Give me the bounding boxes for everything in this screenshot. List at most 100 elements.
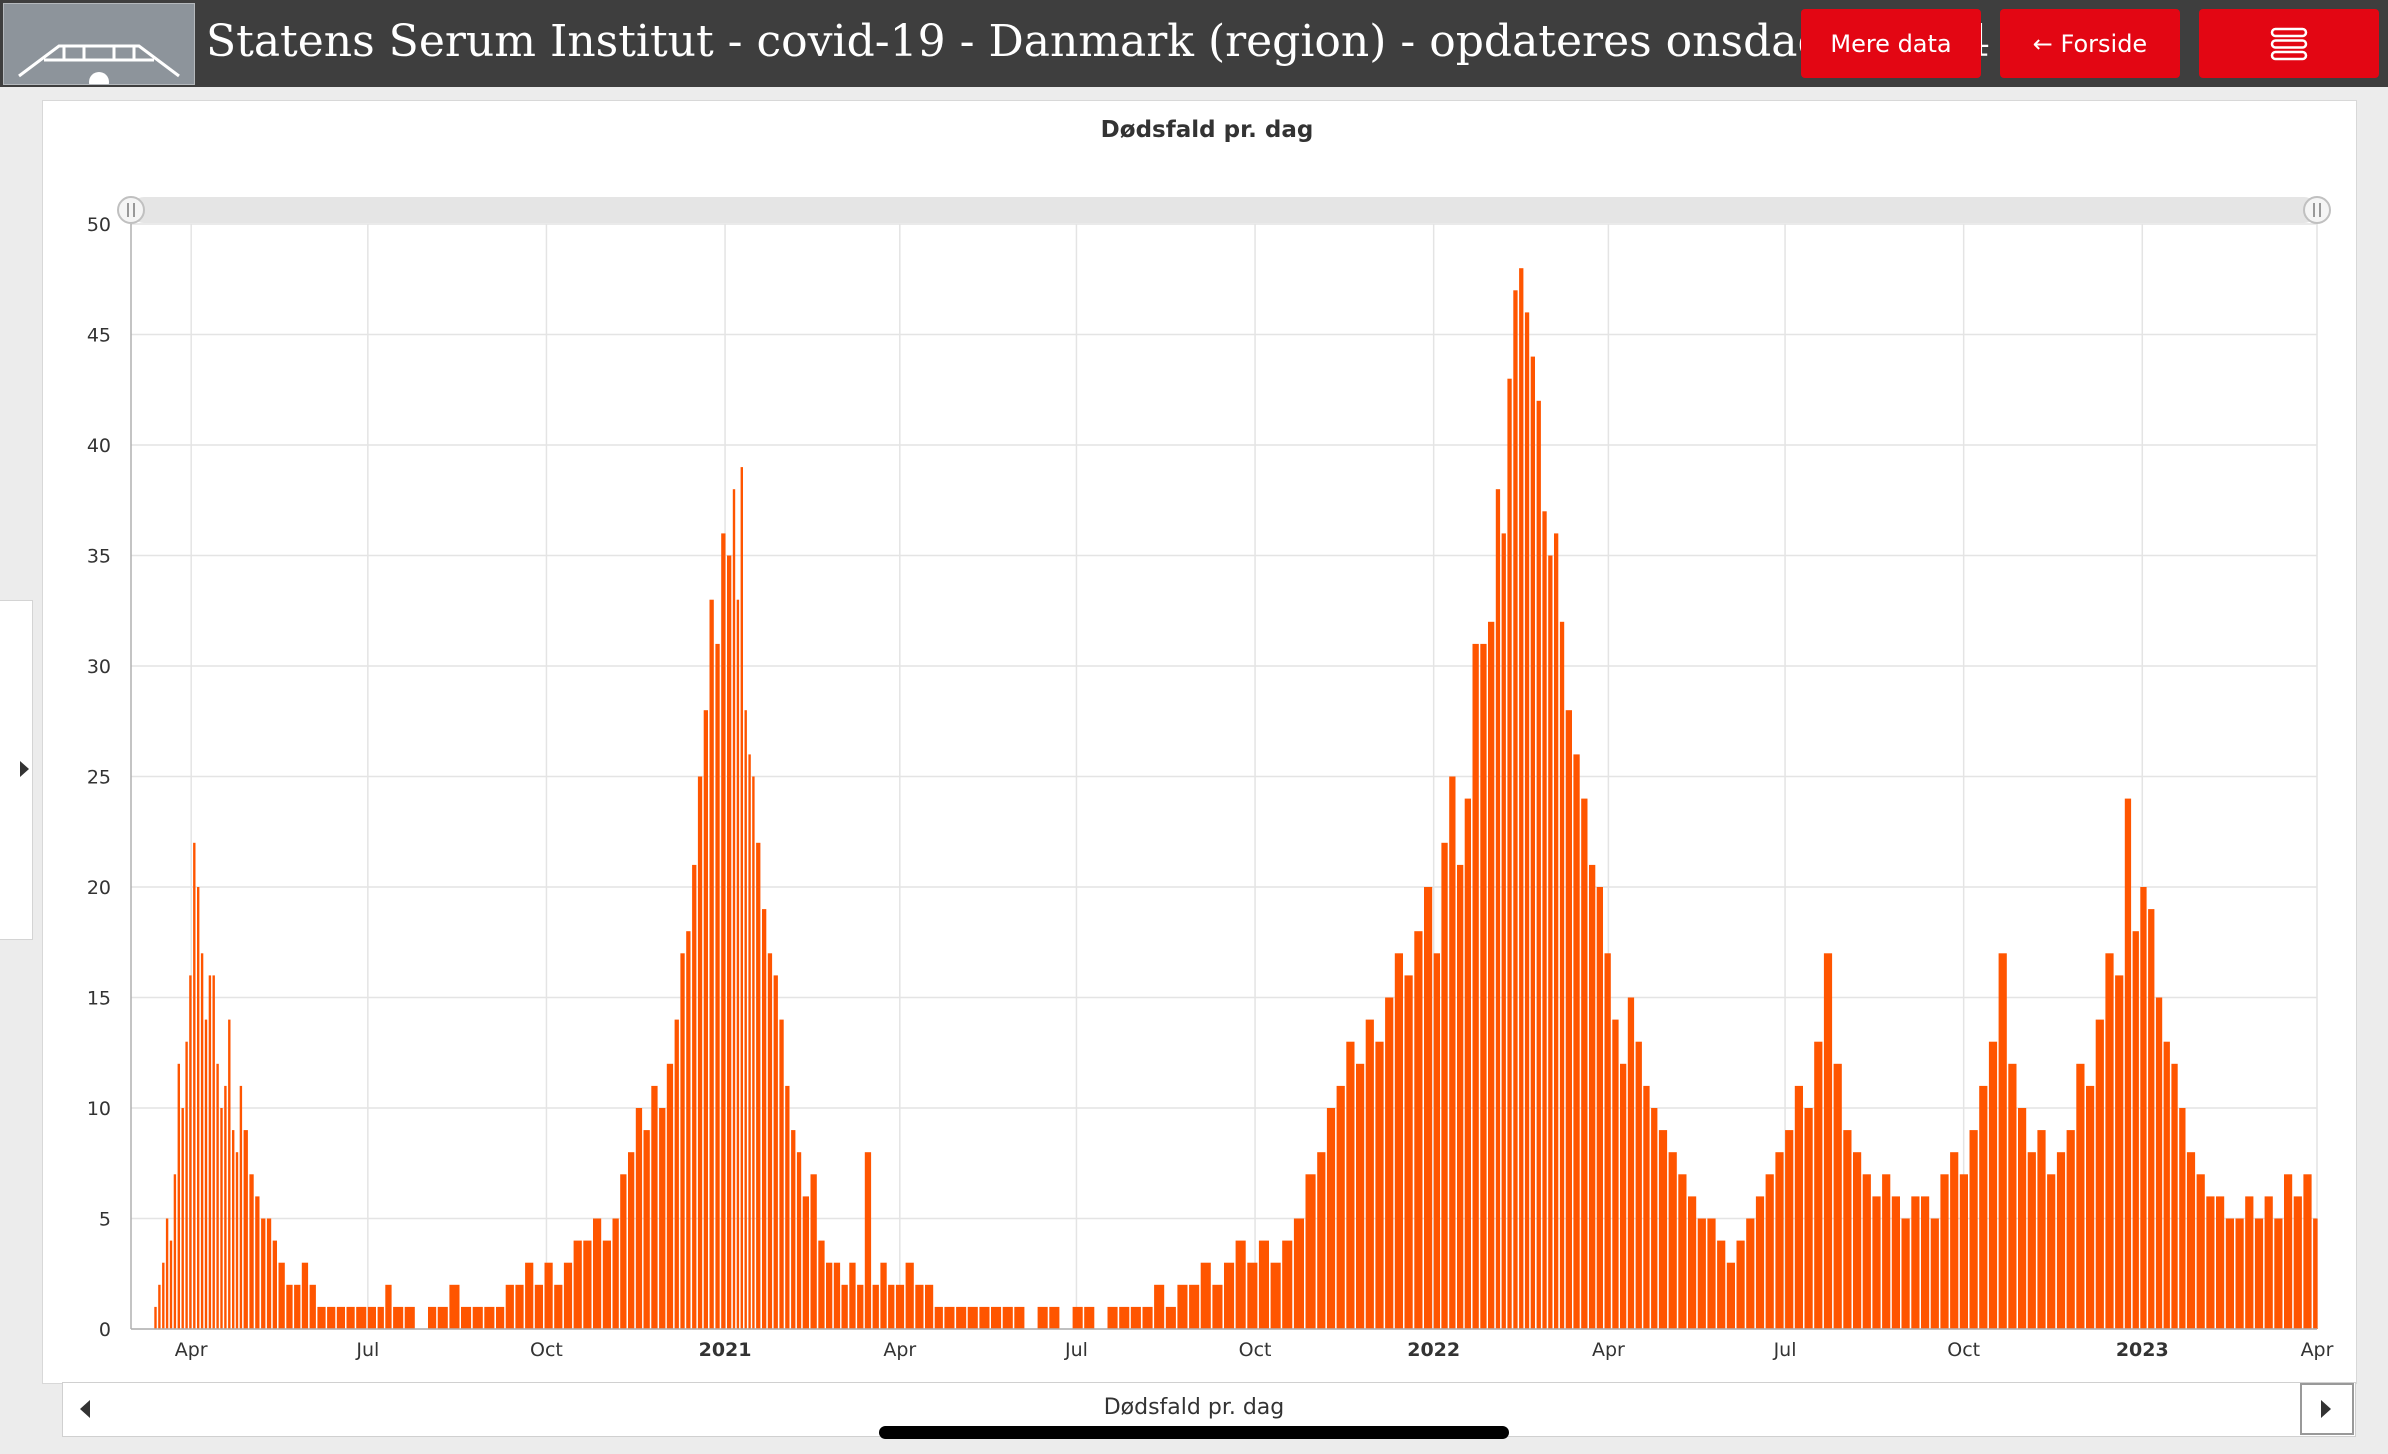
menu-button[interactable] xyxy=(2199,9,2379,78)
bar[interactable] xyxy=(1814,1041,1823,1329)
bar[interactable] xyxy=(583,1240,592,1329)
bar[interactable] xyxy=(1688,1196,1697,1329)
bar[interactable] xyxy=(1643,1085,1650,1329)
bar[interactable] xyxy=(2284,1174,2293,1329)
bar[interactable] xyxy=(967,1306,978,1329)
bar[interactable] xyxy=(620,1174,627,1329)
bar[interactable] xyxy=(220,1108,223,1329)
bar[interactable] xyxy=(200,953,204,1329)
bar[interactable] xyxy=(1356,1063,1365,1329)
bar[interactable] xyxy=(1589,864,1596,1329)
bar[interactable] xyxy=(189,975,192,1329)
bar[interactable] xyxy=(2132,931,2139,1329)
bar[interactable] xyxy=(1707,1218,1716,1330)
bar[interactable] xyxy=(1488,621,1495,1329)
more-data-button[interactable]: Mere data xyxy=(1801,9,1981,78)
range-scrollbar[interactable] xyxy=(131,197,2317,223)
bar[interactable] xyxy=(643,1130,650,1329)
bar[interactable] xyxy=(2245,1196,2254,1329)
bar[interactable] xyxy=(1336,1085,1345,1329)
bar[interactable] xyxy=(1988,1041,1998,1329)
bar[interactable] xyxy=(309,1284,316,1329)
bar[interactable] xyxy=(1513,290,1518,1329)
bar[interactable] xyxy=(1495,489,1501,1329)
bar[interactable] xyxy=(888,1284,895,1329)
bar[interactable] xyxy=(1554,533,1559,1329)
bar[interactable] xyxy=(1775,1152,1784,1329)
bar[interactable] xyxy=(158,1284,161,1329)
bar[interactable] xyxy=(721,533,726,1329)
bar[interactable] xyxy=(1524,312,1530,1329)
bar[interactable] xyxy=(1998,953,2007,1329)
bar[interactable] xyxy=(1270,1262,1281,1329)
bar[interactable] xyxy=(1604,953,1611,1329)
bar[interactable] xyxy=(173,1174,177,1329)
bar[interactable] xyxy=(1404,975,1413,1329)
bar[interactable] xyxy=(472,1306,483,1329)
bar[interactable] xyxy=(1258,1240,1269,1329)
bar[interactable] xyxy=(1472,643,1479,1329)
bar[interactable] xyxy=(1612,1019,1619,1329)
bar[interactable] xyxy=(1212,1284,1223,1329)
bar[interactable] xyxy=(1581,798,1588,1329)
bar[interactable] xyxy=(224,1085,227,1329)
bar[interactable] xyxy=(1959,1174,1968,1329)
bar[interactable] xyxy=(484,1306,495,1329)
bar[interactable] xyxy=(2027,1152,2036,1329)
bar[interactable] xyxy=(1130,1306,1141,1329)
bar[interactable] xyxy=(1385,997,1394,1330)
bar[interactable] xyxy=(2148,909,2155,1329)
bar[interactable] xyxy=(154,1306,157,1329)
bar[interactable] xyxy=(393,1306,404,1329)
bar[interactable] xyxy=(736,599,740,1329)
bar[interactable] xyxy=(294,1284,301,1329)
bar[interactable] xyxy=(1449,776,1456,1330)
bar[interactable] xyxy=(428,1306,437,1329)
bar[interactable] xyxy=(779,1019,784,1329)
bar[interactable] xyxy=(1441,842,1448,1329)
bar[interactable] xyxy=(2313,1218,2318,1330)
bar[interactable] xyxy=(1559,621,1565,1329)
bar[interactable] xyxy=(1189,1284,1200,1329)
bar[interactable] xyxy=(169,1240,173,1329)
bar[interactable] xyxy=(266,1218,272,1330)
bar[interactable] xyxy=(1921,1196,1930,1329)
bar[interactable] xyxy=(544,1262,553,1329)
bar[interactable] xyxy=(255,1196,260,1329)
bar[interactable] xyxy=(1746,1218,1755,1330)
bar[interactable] xyxy=(1501,533,1506,1329)
bar[interactable] xyxy=(1930,1218,1939,1330)
bar[interactable] xyxy=(2008,1063,2017,1329)
bar[interactable] xyxy=(1084,1306,1095,1329)
bar[interactable] xyxy=(193,842,196,1329)
bar[interactable] xyxy=(602,1240,611,1329)
bar[interactable] xyxy=(2076,1063,2085,1329)
bar[interactable] xyxy=(703,710,708,1329)
bar[interactable] xyxy=(1247,1262,1258,1329)
bar[interactable] xyxy=(1282,1240,1293,1329)
bar[interactable] xyxy=(979,1306,990,1329)
bar[interactable] xyxy=(686,931,691,1329)
range-handle-right[interactable] xyxy=(2303,196,2331,224)
bar[interactable] xyxy=(2066,1130,2075,1329)
bar[interactable] xyxy=(1678,1174,1687,1329)
bar[interactable] xyxy=(317,1306,326,1329)
bar[interactable] xyxy=(915,1284,924,1329)
bar[interactable] xyxy=(791,1130,796,1329)
bar[interactable] xyxy=(1950,1152,1959,1329)
bar[interactable] xyxy=(895,1284,905,1329)
bar[interactable] xyxy=(377,1306,384,1329)
bar[interactable] xyxy=(1627,997,1635,1330)
bar[interactable] xyxy=(1177,1284,1188,1329)
bar[interactable] xyxy=(709,599,714,1329)
bar[interactable] xyxy=(228,1019,231,1329)
bar[interactable] xyxy=(278,1262,285,1329)
bar[interactable] xyxy=(272,1240,277,1329)
bar[interactable] xyxy=(818,1240,825,1329)
bar[interactable] xyxy=(1346,1041,1355,1329)
bar[interactable] xyxy=(659,1108,666,1329)
bar[interactable] xyxy=(1833,1063,1842,1329)
bar[interactable] xyxy=(748,754,751,1329)
bar[interactable] xyxy=(1200,1262,1211,1329)
bar[interactable] xyxy=(1755,1196,1765,1329)
